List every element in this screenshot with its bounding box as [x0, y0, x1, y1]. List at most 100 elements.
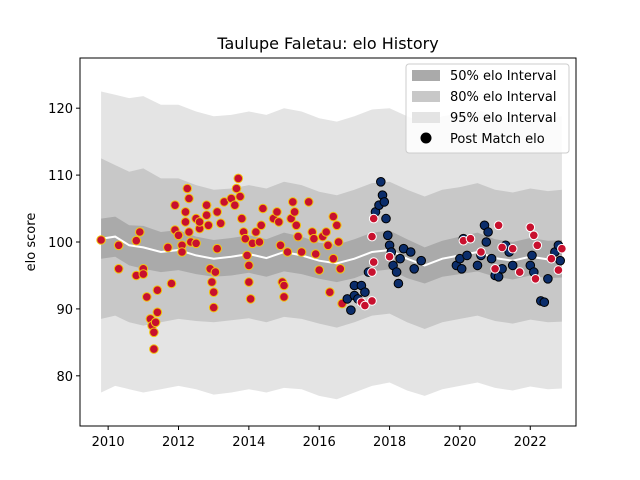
y-tick-label-100: 100	[48, 236, 73, 251]
x-axis: 2010 2012 2014 2016 2018 2020 2022	[92, 426, 547, 450]
data-point-0-39	[208, 287, 219, 298]
data-point-0-20	[173, 230, 184, 241]
legend-marker-post-match	[420, 132, 432, 144]
data-point-1-6	[360, 287, 370, 298]
band-50	[101, 216, 562, 284]
data-point-0-75	[296, 247, 307, 257]
data-point-2-11	[490, 264, 500, 274]
data-point-0-67	[279, 292, 289, 302]
data-point-1-33	[481, 237, 492, 247]
data-point-0-60	[256, 220, 267, 231]
data-point-0-24	[180, 207, 191, 217]
data-point-0-72	[289, 207, 300, 217]
data-point-0-86	[328, 211, 339, 222]
data-point-1-14	[383, 230, 393, 241]
data-point-0-41	[212, 243, 222, 254]
legend-label-80: 80% elo Interval	[450, 90, 557, 105]
x-tick-label-2018: 2018	[373, 435, 406, 450]
data-point-1-18	[391, 267, 402, 277]
legend-label-95: 95% elo Interval	[450, 111, 557, 126]
legend-box	[405, 63, 570, 154]
data-point-0-52	[240, 233, 251, 244]
data-point-2-19	[532, 240, 543, 251]
data-point-2-18	[530, 274, 541, 284]
data-point-0-26	[184, 193, 194, 204]
data-point-0-84	[325, 287, 335, 298]
data-point-0-82	[321, 227, 332, 237]
data-point-0-47	[231, 183, 242, 194]
data-point-1-23	[409, 264, 420, 274]
data-point-1-20	[395, 253, 405, 264]
legend-swatch-95	[412, 112, 440, 123]
data-point-0-79	[310, 249, 321, 259]
data-point-1-50	[555, 255, 566, 266]
data-point-1-34	[483, 227, 493, 237]
data-point-0-55	[244, 277, 254, 287]
data-point-0-15	[152, 285, 163, 296]
data-point-0-7	[138, 269, 149, 279]
data-point-0-88	[333, 237, 344, 247]
data-point-0-40	[210, 267, 221, 277]
data-point-1-41	[507, 260, 518, 271]
data-point-2-4	[368, 257, 379, 267]
data-point-1-30	[472, 260, 483, 271]
data-point-1-13	[381, 213, 391, 224]
data-point-0-2	[113, 240, 124, 251]
y-tick-label-80: 80	[56, 370, 73, 385]
legend-swatch-80	[412, 91, 440, 102]
data-point-1-47	[543, 274, 553, 284]
x-tick-label-2022: 2022	[514, 435, 547, 450]
data-point-2-3	[367, 267, 377, 277]
data-point-1-35	[486, 253, 497, 264]
data-point-0-5	[135, 227, 145, 237]
legend-swatch-50	[412, 70, 440, 81]
data-point-0-34	[201, 210, 212, 220]
x-tick-label-2012: 2012	[162, 435, 195, 450]
data-point-1-43	[527, 250, 537, 261]
data-point-0-27	[184, 227, 194, 237]
data-point-0-37	[207, 277, 217, 287]
data-point-2-10	[476, 247, 486, 257]
data-point-0-38	[208, 302, 219, 313]
data-point-2-1	[360, 300, 370, 311]
data-point-0-89	[335, 264, 346, 274]
data-point-2-21	[553, 265, 564, 275]
legend-label-50: 50% elo Interval	[450, 69, 557, 84]
data-point-1-37	[493, 272, 504, 282]
data-point-0-3	[131, 235, 142, 246]
legend-label-post-match: Post Match elo	[450, 132, 545, 147]
data-point-0-64	[274, 217, 284, 227]
data-point-2-7	[384, 251, 395, 262]
data-point-0-58	[251, 227, 261, 237]
data-point-0-87	[332, 220, 342, 231]
data-point-2-2	[367, 296, 377, 306]
data-point-0-53	[242, 250, 252, 261]
x-tick-label-2020: 2020	[443, 435, 476, 450]
data-point-0-61	[258, 203, 268, 214]
data-point-0-11	[149, 344, 159, 354]
data-point-0-1	[113, 264, 124, 274]
data-point-1-24	[416, 255, 427, 266]
post-match-points	[96, 173, 567, 354]
data-point-0-71	[288, 197, 298, 207]
data-point-0-49	[235, 191, 245, 202]
data-point-2-14	[507, 243, 518, 254]
y-axis: 80 90 100 110 120	[48, 102, 80, 385]
x-tick-label-2014: 2014	[232, 435, 265, 450]
data-point-2-17	[529, 230, 539, 241]
data-point-1-46	[539, 297, 550, 308]
data-point-0-69	[282, 247, 293, 257]
data-point-1-29	[462, 250, 472, 261]
data-point-2-20	[546, 253, 557, 264]
data-point-2-12	[493, 220, 504, 231]
data-point-0-50	[237, 213, 247, 224]
data-point-1-27	[456, 264, 467, 274]
chart-title: Taulupe Faletau: elo History	[216, 34, 438, 53]
data-point-0-23	[180, 217, 191, 227]
data-point-0-8	[142, 292, 152, 302]
data-point-0-35	[203, 220, 214, 231]
data-point-0-13	[150, 317, 161, 328]
data-point-0-48	[233, 173, 244, 184]
plot-area	[96, 91, 567, 400]
data-point-0-68	[279, 280, 289, 291]
